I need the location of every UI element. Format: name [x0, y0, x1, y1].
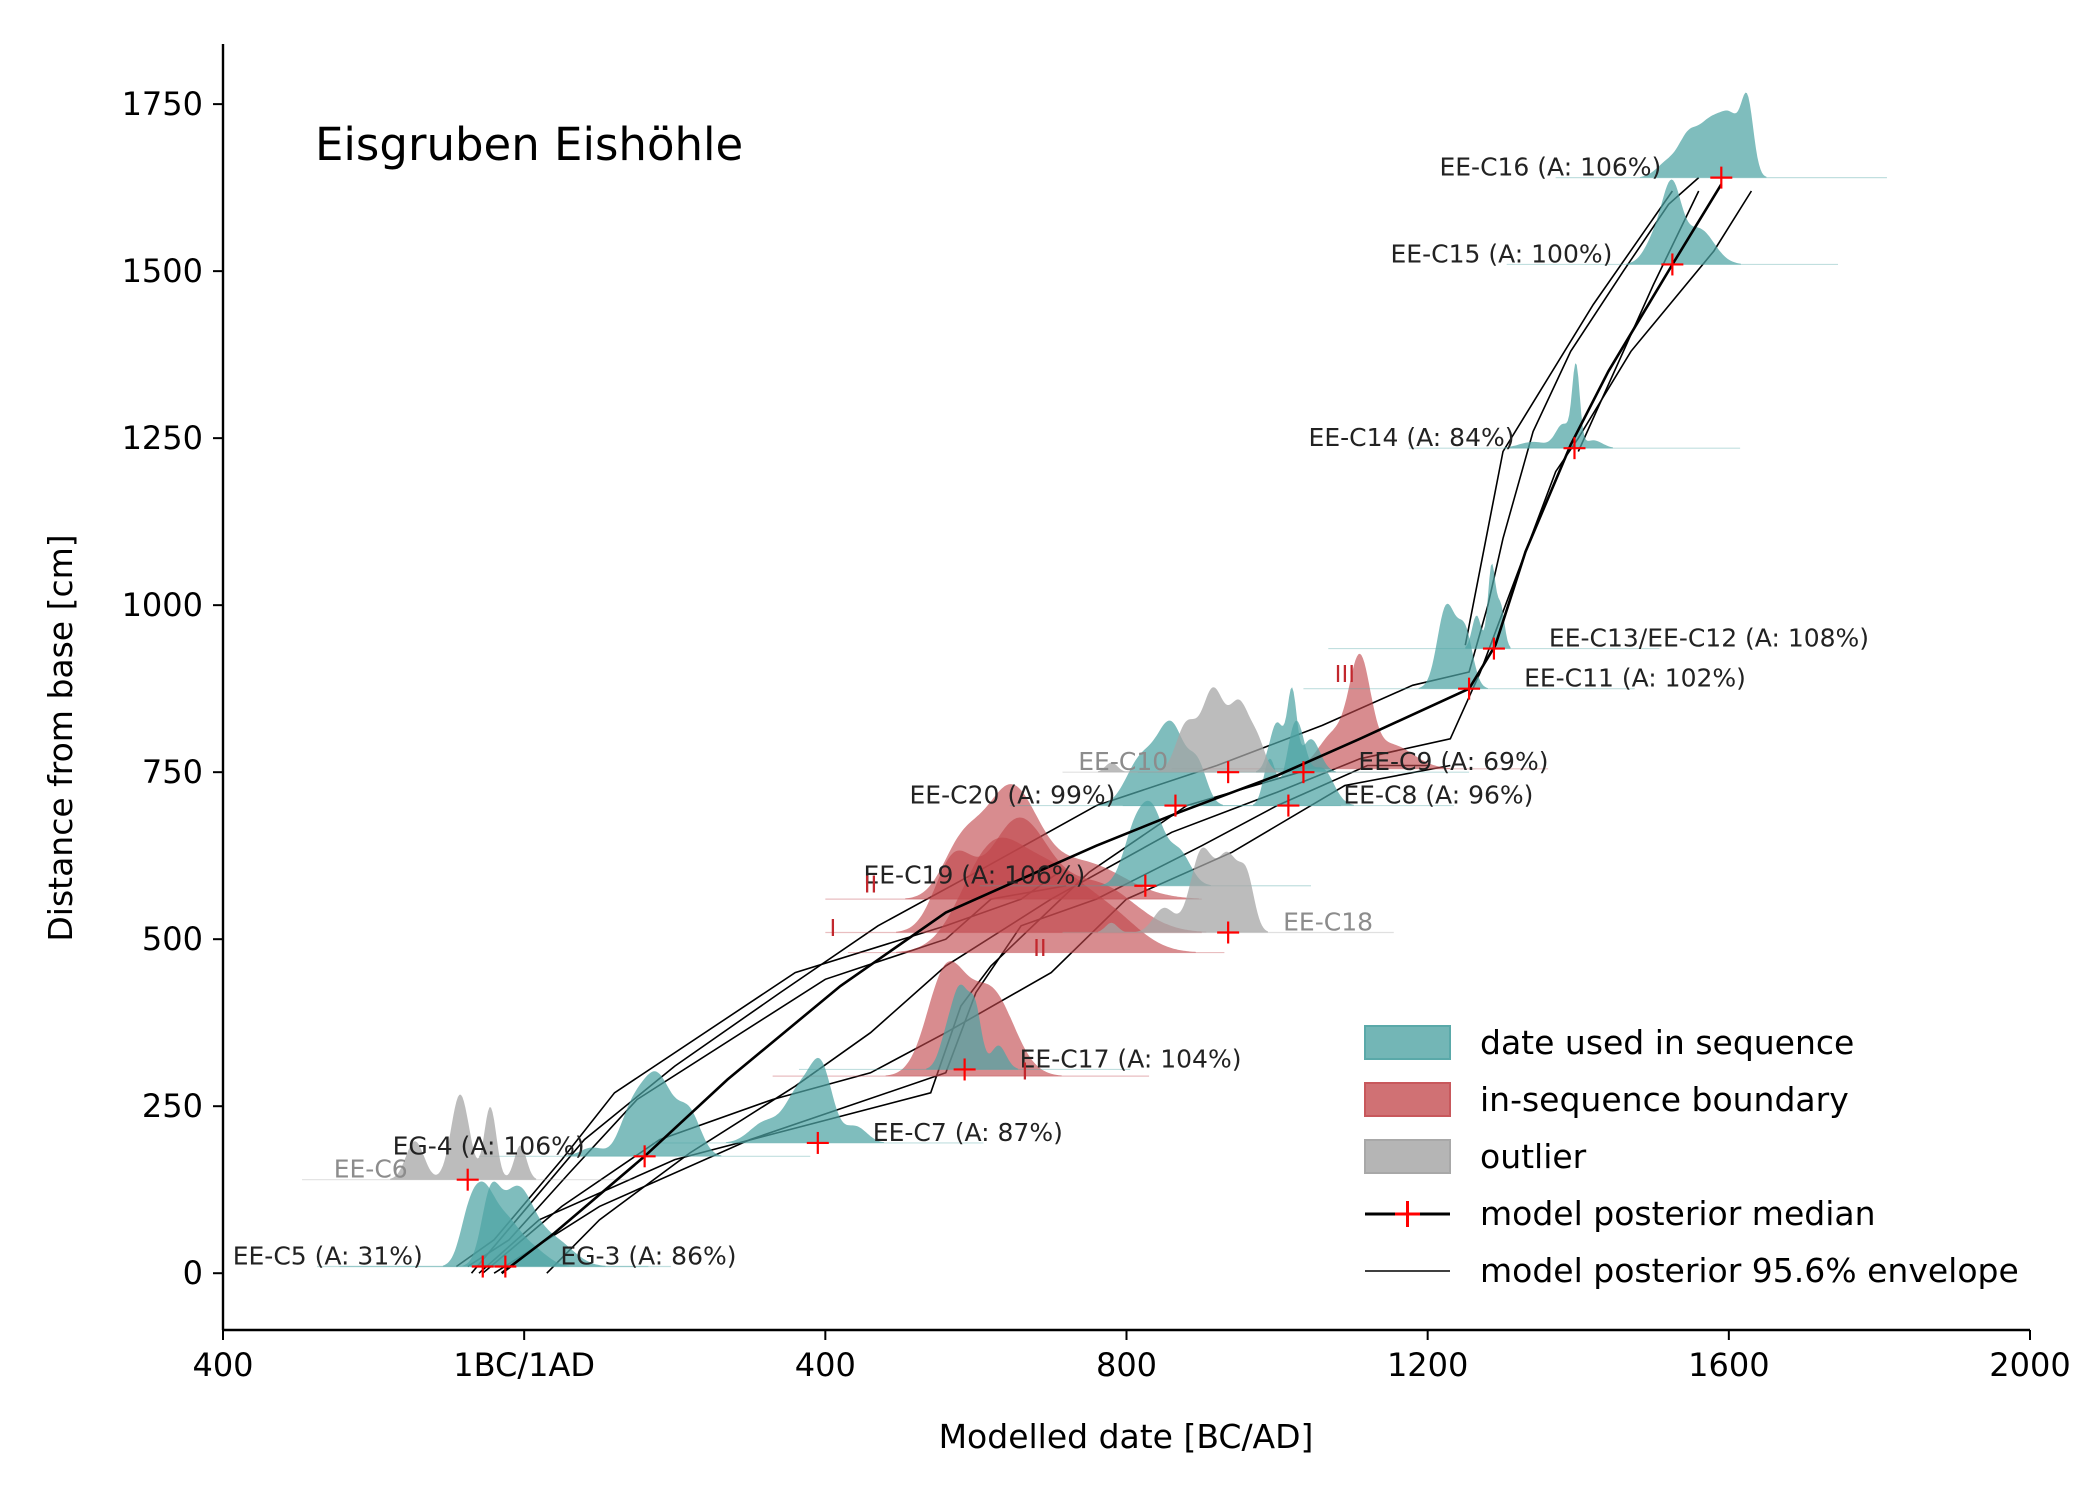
date-label-3: EE-C13/EE-C12 (A: 108%) [1549, 624, 1869, 653]
x-tick-label-2: 400 [795, 1346, 856, 1384]
median-marker-8 [1134, 874, 1157, 897]
date-label-6: EE-C8 (A: 96%) [1343, 781, 1533, 810]
x-axis-label: Modelled date [BC/AD] [939, 1417, 1314, 1456]
legend-label-3: model posterior median [1480, 1194, 1876, 1233]
envelope-line-8 [1464, 190, 1674, 646]
median-marker-2 [1563, 437, 1586, 460]
date-density-1 [1626, 179, 1741, 265]
y-tick-label-7: 1750 [122, 85, 203, 123]
date-label-16: EE-C6 [334, 1155, 408, 1184]
boundary-label-2: I [829, 916, 836, 942]
median-marker-1 [1661, 253, 1684, 276]
legend-entry-2: outlier [1364, 1137, 1587, 1176]
median-marker-6 [1277, 794, 1300, 817]
date-label-15: EE-C18 [1283, 908, 1373, 937]
date-density-9 [926, 984, 1019, 1070]
date-density-3 [1465, 563, 1511, 649]
date-label-8: EE-C19 (A: 106%) [863, 861, 1085, 890]
date-density-4 [1418, 603, 1488, 689]
median-marker-0 [1710, 166, 1733, 189]
median-marker-4 [1458, 677, 1481, 700]
median-marker-5 [1292, 761, 1315, 784]
median-marker-13 [494, 1255, 517, 1278]
y-axis-label: Distance from base [cm] [41, 534, 80, 941]
median-marker-15 [1217, 921, 1240, 944]
legend-label-0: date used in sequence [1480, 1023, 1854, 1062]
date-label-9: EE-C17 (A: 104%) [1020, 1044, 1242, 1073]
x-tick-label-0: 400 [192, 1346, 253, 1384]
y-tick-label-3: 750 [142, 753, 203, 791]
legend-entry-1: in-sequence boundary [1364, 1080, 1849, 1119]
legend-label-4: model posterior 95.6% envelope [1480, 1251, 2019, 1290]
date-label-5: EE-C9 (A: 69%) [1358, 747, 1548, 776]
date-label-13: EG-3 (A: 86%) [560, 1242, 736, 1271]
date-label-7: EE-C20 (A: 99%) [910, 781, 1116, 810]
boundary-density-3 [896, 837, 1196, 953]
date-density-16 [390, 1094, 537, 1180]
date-label-12: EE-C5 (A: 31%) [233, 1242, 423, 1271]
envelope-line-0 [470, 177, 1700, 1274]
x-tick-label-3: 800 [1096, 1346, 1157, 1384]
x-tick-label-5: 1600 [1688, 1346, 1769, 1384]
legend-swatch-0 [1364, 1025, 1451, 1060]
legend-entry-4: model posterior 95.6% envelope [1365, 1251, 2019, 1290]
date-density-13 [462, 1181, 606, 1267]
date-density-2 [1504, 363, 1613, 449]
axes: 400 1BC/1AD 400 800 1200 1600 2000 0 250 500 750 10… [122, 44, 2071, 1384]
legend-entry-0: date used in sequence [1364, 1023, 1854, 1062]
median-marker-12 [471, 1255, 494, 1278]
legend-label-1: in-sequence boundary [1480, 1080, 1849, 1119]
date-label-1: EE-C15 (A: 100%) [1391, 239, 1613, 268]
date-density-14 [1097, 687, 1279, 773]
y-tick-label-4: 1000 [122, 586, 203, 624]
median-marker-14 [1217, 761, 1240, 784]
boundary-label-4: I [1021, 1059, 1028, 1085]
median-line [500, 183, 1723, 1275]
plot-layer: EE-C16 (A: 106%) EE-C15 (A: 100%) EE-C14 (… [233, 92, 1887, 1278]
date-label-4: EE-C11 (A: 102%) [1524, 664, 1746, 693]
date-label-2: EE-C14 (A: 84%) [1309, 423, 1515, 452]
date-label-14: EE-C10 [1078, 747, 1168, 776]
y-tick-label-6: 1500 [122, 252, 203, 290]
date-density-10 [725, 1057, 885, 1143]
median-marker-7 [1164, 794, 1187, 817]
y-tick-label-0: 0 [183, 1254, 203, 1292]
legend-entry-3: model posterior median [1365, 1194, 1876, 1233]
date-label-10: EE-C7 (A: 87%) [873, 1118, 1063, 1147]
x-tick-label-4: 1200 [1387, 1346, 1468, 1384]
median-marker-3 [1482, 637, 1505, 660]
median-marker-11 [633, 1145, 656, 1168]
boundary-label-3: II [1033, 936, 1047, 962]
legend-swatch-1 [1364, 1082, 1451, 1117]
boundary-density-0 [1292, 653, 1451, 769]
date-density-11 [566, 1071, 722, 1157]
date-density-8 [1100, 800, 1211, 886]
date-label-0: EE-C16 (A: 106%) [1439, 153, 1661, 182]
date-density-7 [1097, 720, 1223, 806]
x-tick-label-1: 1BC/1AD [453, 1346, 595, 1384]
y-tick-label-1: 250 [142, 1087, 203, 1125]
legend: date used in sequence in-sequence boundar… [1364, 1023, 2019, 1290]
boundary-label-0: III [1335, 662, 1355, 688]
x-tick-label-6: 2000 [1989, 1346, 2070, 1384]
boundary-label-1: II [864, 872, 878, 898]
date-label-11: EG-4 (A: 106%) [393, 1131, 585, 1160]
legend-label-2: outlier [1480, 1137, 1587, 1176]
legend-swatch-2 [1364, 1139, 1451, 1174]
median-marker-10 [806, 1131, 829, 1154]
date-density-0 [1640, 92, 1767, 178]
date-density-15 [1097, 847, 1268, 933]
chart-title: Eisgruben Eishöhle [315, 118, 743, 171]
y-tick-label-2: 500 [142, 920, 203, 958]
median-marker-9 [953, 1058, 976, 1081]
y-tick-label-5: 1250 [122, 419, 203, 457]
median-marker-16 [456, 1168, 479, 1191]
